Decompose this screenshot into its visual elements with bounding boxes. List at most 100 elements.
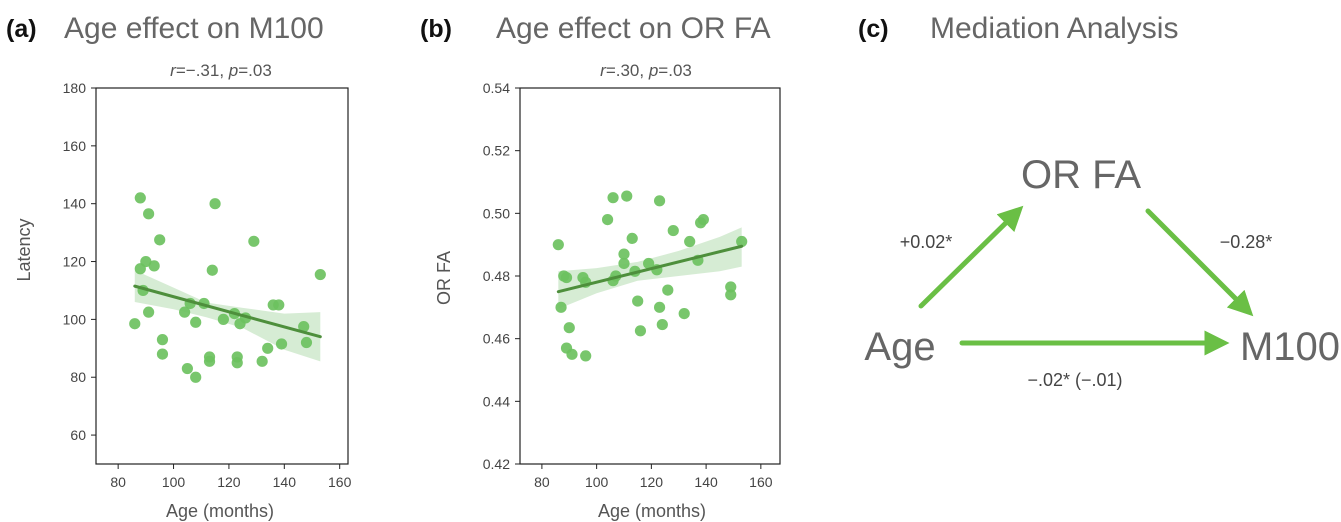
data-point (156, 334, 169, 346)
data-point (134, 192, 146, 204)
y-axis-label: Latency (14, 218, 34, 281)
path-b-coefficient: −0.28* (1220, 232, 1273, 252)
data-point (190, 316, 202, 328)
node-predictor: Age (864, 325, 935, 369)
data-point (725, 281, 737, 293)
data-point (662, 284, 674, 296)
x-tick-label: 80 (110, 474, 126, 490)
data-point (231, 357, 243, 369)
y-tick-label: 180 (63, 80, 87, 96)
x-tick-label: 160 (749, 474, 773, 490)
data-point (656, 318, 668, 331)
y-tick-label: 120 (63, 254, 87, 270)
data-point (601, 214, 614, 226)
data-point (273, 299, 285, 311)
path-c-coefficient: −.02* (−.01) (1027, 370, 1122, 390)
regression-line (133, 284, 322, 339)
data-point (618, 257, 630, 270)
x-tick-label: 80 (534, 474, 550, 490)
y-tick-label: 0.44 (483, 393, 510, 409)
data-point (580, 350, 592, 362)
data-point (248, 235, 260, 247)
data-point (566, 348, 578, 360)
y-tick-label: 0.52 (483, 143, 510, 159)
data-point (736, 235, 748, 248)
data-point (607, 192, 619, 204)
data-point (156, 348, 169, 360)
y-tick-label: 0.42 (483, 456, 510, 472)
data-point (190, 371, 202, 383)
y-tick-label: 60 (70, 427, 86, 443)
stat-label: r=.30, p=.03 (600, 61, 692, 80)
x-tick-label: 100 (585, 474, 609, 490)
y-tick-label: 100 (63, 311, 87, 327)
panel-b-title: Age effect on OR FA (496, 12, 771, 45)
data-point (143, 208, 155, 220)
x-axis-label: Age (months) (598, 501, 706, 521)
data-point (314, 268, 326, 281)
y-tick-label: 0.54 (483, 80, 510, 96)
node-mediator: OR FA (1021, 153, 1141, 197)
data-point (621, 190, 633, 202)
data-point (300, 336, 313, 349)
data-point (653, 195, 666, 207)
y-tick-label: 160 (63, 138, 87, 154)
data-point (626, 232, 638, 244)
x-tick-label: 100 (162, 474, 186, 490)
data-point (643, 257, 655, 270)
data-point (632, 295, 644, 307)
y-tick-label: 80 (70, 369, 86, 385)
data-point (148, 260, 160, 272)
panel-c-title: Mediation Analysis (930, 12, 1178, 45)
mediation-diagram: OR FA Age M100 +0.02* −0.28* −.02* (−.01… (864, 153, 1340, 390)
x-tick-label: 140 (694, 474, 718, 490)
x-tick-label: 160 (328, 474, 352, 490)
x-tick-label: 140 (273, 474, 297, 490)
x-tick-label: 120 (217, 474, 241, 490)
data-point (618, 248, 630, 260)
path-a-arrow (918, 205, 1024, 309)
data-point (678, 308, 690, 320)
chart-age-orfa: r=.30, p=.03 80 100 120 140 160 0.42 0.44 0.46 0… (434, 61, 781, 521)
x-tick-label: 120 (640, 474, 664, 490)
path-a-coefficient: +0.02* (900, 232, 953, 252)
chart-age-m100: r=−.31, p=.03 80 100 120 140 160 60 80 100 120 14… (14, 61, 352, 521)
data-point (262, 342, 274, 354)
data-point (143, 306, 155, 318)
data-point (256, 355, 268, 367)
panel-a-letter: (a) (6, 15, 37, 43)
data-point (154, 234, 166, 246)
data-point (653, 301, 666, 313)
data-point (634, 325, 647, 337)
data-point (725, 289, 737, 301)
data-point (552, 239, 564, 251)
y-tick-label: 0.46 (483, 331, 510, 347)
panel-a-title: Age effect on M100 (64, 12, 324, 45)
data-point (140, 255, 152, 268)
y-tick-label: 0.48 (483, 268, 510, 284)
data-point (129, 318, 141, 330)
panel-b-letter: (b) (420, 15, 452, 43)
y-axis-label: OR FA (434, 251, 454, 305)
data-point (179, 306, 191, 318)
panel-c-letter: (c) (858, 15, 889, 43)
y-tick-label: 140 (63, 196, 87, 212)
path-b-arrow (1145, 208, 1254, 317)
stat-label: r=−.31, p=.03 (170, 61, 272, 80)
data-point (217, 313, 229, 325)
plot-frame (95, 87, 349, 465)
data-point (555, 301, 567, 313)
data-point (560, 271, 573, 284)
data-point (684, 235, 696, 248)
node-outcome: M100 (1240, 325, 1340, 369)
x-axis-label: Age (months) (166, 501, 274, 521)
data-point (667, 224, 679, 237)
regression-line (556, 244, 744, 294)
data-point (697, 214, 709, 226)
data-point (563, 322, 575, 334)
data-point (181, 362, 193, 375)
data-point (206, 264, 218, 276)
y-tick-label: 0.50 (483, 205, 510, 221)
data-point (298, 321, 310, 333)
